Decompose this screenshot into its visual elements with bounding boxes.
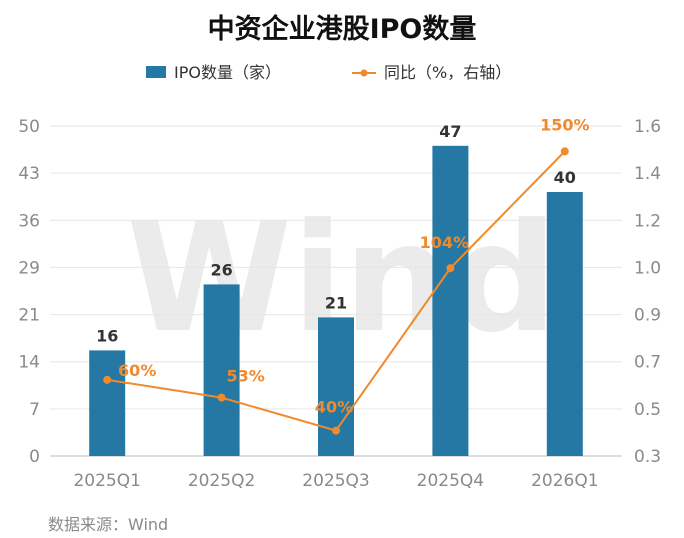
bar-series: 16 26 21 47 40 <box>89 122 583 457</box>
right-axis-tick-label: 1.2 <box>634 211 661 231</box>
x-axis-tick-label: 2025Q1 <box>73 471 140 491</box>
left-axis-tick-label: 50 <box>18 117 40 137</box>
bar-value-label: 21 <box>325 293 347 312</box>
chart-title: 中资企业港股IPO数量 <box>208 13 477 45</box>
x-axis-tick-label: 2025Q4 <box>417 471 484 491</box>
legend-line-marker <box>360 69 368 77</box>
bar <box>89 350 126 456</box>
line-point <box>446 264 455 273</box>
left-axis-tick-label: 0 <box>29 447 40 467</box>
left-axis-tick-label: 43 <box>18 164 40 184</box>
bar <box>318 317 354 456</box>
right-axis-tick-label: 1.6 <box>634 117 661 137</box>
right-axis-tick-label: 0.5 <box>634 400 661 420</box>
right-axis: 0.3 0.5 0.7 0.9 1.0 1.2 1.4 1.6 <box>634 117 661 467</box>
left-axis-tick-label: 14 <box>18 353 40 373</box>
bar <box>203 284 240 456</box>
bar-value-label: 16 <box>96 326 118 345</box>
line-point <box>332 426 340 435</box>
line-value-label: 53% <box>226 367 264 386</box>
right-axis-tick-label: 0.9 <box>634 306 661 326</box>
bar <box>546 192 583 456</box>
legend-bar-label: IPO数量（家） <box>174 63 281 82</box>
bar-value-label: 26 <box>210 260 232 279</box>
left-axis-tick-label: 21 <box>18 306 40 326</box>
line-value-label: 104% <box>420 233 469 252</box>
legend-bar-swatch <box>146 66 166 78</box>
legend: IPO数量（家） 同比（%，右轴） <box>146 63 511 82</box>
right-axis-tick-label: 0.7 <box>634 353 661 373</box>
right-axis-tick-label: 1.4 <box>634 164 661 184</box>
legend-line-label: 同比（%，右轴） <box>384 63 511 82</box>
x-axis-tick-label: 2026Q1 <box>531 471 598 491</box>
x-axis-tick-label: 2025Q2 <box>188 471 255 491</box>
x-axis-tick-label: 2025Q3 <box>302 471 369 491</box>
right-axis-tick-label: 1.0 <box>634 258 661 278</box>
left-axis: 0 7 14 21 29 36 43 50 <box>18 117 40 467</box>
bar <box>432 145 469 457</box>
left-axis-tick-label: 7 <box>29 400 40 420</box>
line-value-label: 40% <box>315 398 353 417</box>
line-value-label: 60% <box>118 361 156 380</box>
source-note: 数据来源：Wind <box>48 515 168 534</box>
x-axis: 2025Q1 2025Q2 2025Q3 2025Q4 2026Q1 <box>73 471 598 491</box>
left-axis-tick-label: 29 <box>18 258 40 278</box>
line-point <box>217 393 226 402</box>
line-value-label: 150% <box>540 115 589 134</box>
line-point <box>560 147 569 156</box>
left-axis-tick-label: 36 <box>18 211 40 231</box>
bar-value-label: 47 <box>439 122 461 141</box>
line-series: 60% 53% 40% 104% 150% <box>103 115 590 435</box>
line-point <box>103 375 112 384</box>
right-axis-tick-label: 0.3 <box>634 447 661 467</box>
bar-value-label: 40 <box>554 168 576 187</box>
